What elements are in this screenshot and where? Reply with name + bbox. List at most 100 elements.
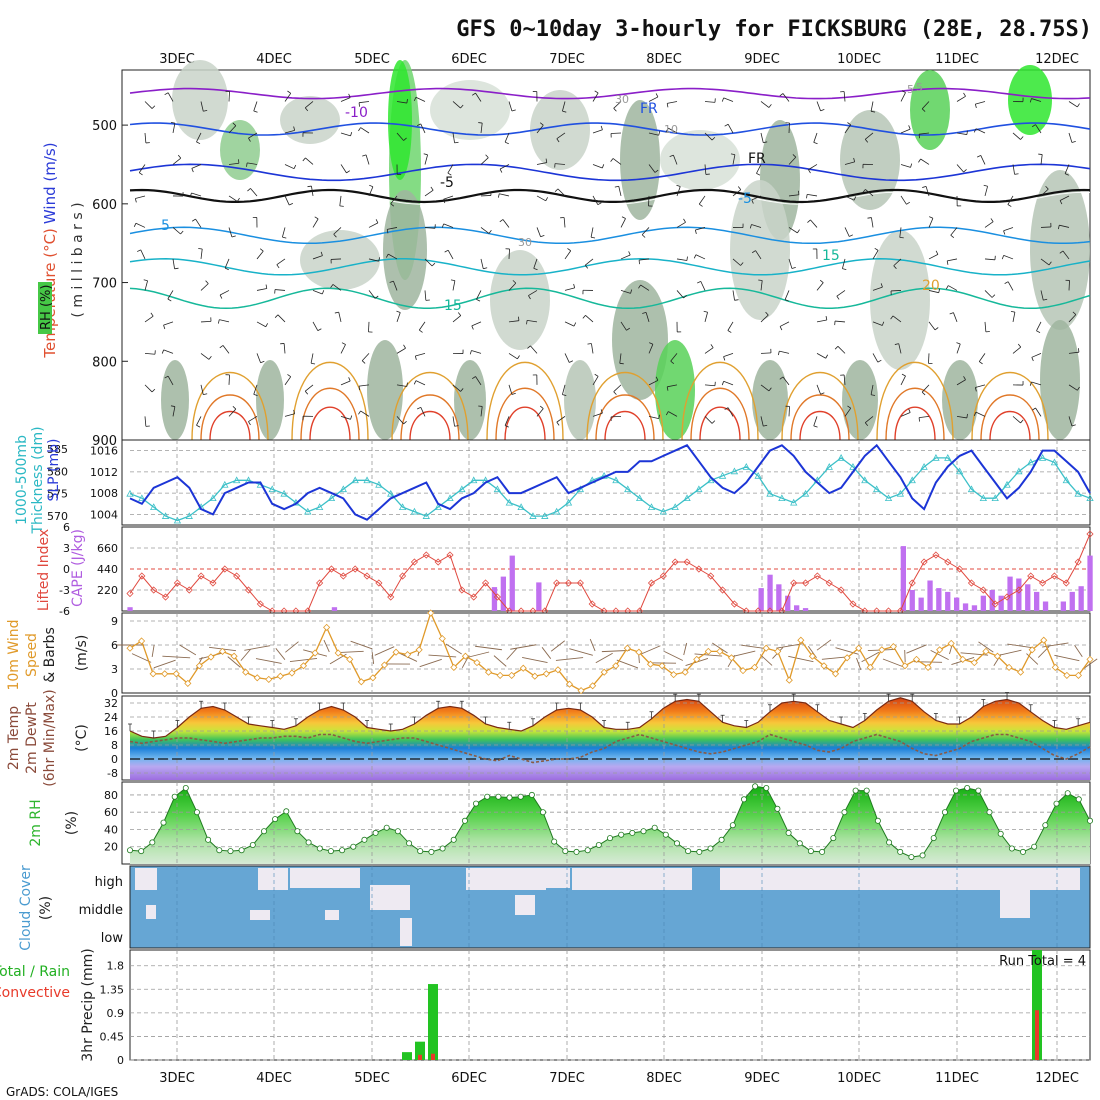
wind-barb-flag [497, 193, 500, 198]
date-label-top: 4DEC [256, 52, 292, 67]
wind-speed-point [357, 678, 365, 686]
warm-contour [604, 411, 646, 441]
cloud-gap [325, 910, 339, 920]
wind-barb-flag [938, 288, 941, 293]
wind-barb [312, 255, 323, 260]
thickness-point [375, 480, 383, 488]
wind-barb [502, 219, 510, 228]
wind-barb [723, 97, 734, 102]
wind-barb-flag [369, 184, 374, 188]
thickness-tick-label: 570 [47, 510, 68, 523]
wind-barb [956, 343, 961, 354]
wind-barb-flag [807, 219, 811, 223]
wind-barb [200, 384, 204, 395]
wind-barb-flag [819, 279, 824, 283]
wind-barb-flag [862, 189, 866, 193]
thickness-point [1062, 476, 1070, 484]
wind-barb [368, 258, 379, 262]
li-tick-label: -6 [59, 605, 70, 618]
wind-barb-flag [587, 343, 592, 345]
wind-barb [1003, 227, 1014, 232]
wind-barb-flag [1077, 386, 1080, 391]
temp-units: (°C) [74, 724, 90, 752]
wind-barb [1012, 346, 1022, 354]
wind-barb-flag [191, 218, 196, 222]
cloud-y-title: Cloud Cover [18, 865, 34, 951]
wind-barb [445, 643, 462, 655]
wind-barb [556, 416, 566, 423]
wind-barb [172, 157, 182, 165]
wind-barb-flag [849, 234, 854, 237]
wind-barb-flag [734, 299, 739, 301]
wind-speed-point [450, 663, 458, 671]
wind-barb-flag [314, 216, 319, 220]
wind-barb-flag [528, 295, 531, 300]
wind-barb [788, 156, 797, 165]
precip-y-title: 3hr Precip (mm) [80, 948, 96, 1061]
panel-rh2m: 20 40 60 80 2m RH (%) [28, 781, 1094, 865]
wind-barb [424, 290, 427, 301]
wind-barb-flag [1029, 98, 1032, 103]
wind-barb-flag [390, 203, 395, 207]
cape-bar [491, 587, 498, 611]
wind-barb [956, 415, 967, 419]
thickness-point [410, 507, 419, 515]
wind-barb-flag [881, 321, 885, 326]
thickness-point [351, 476, 359, 484]
wind-speed-point [334, 649, 342, 657]
wind-barb [704, 132, 713, 141]
wind-barb-flag [1017, 343, 1022, 348]
wind-barb-flag [450, 279, 455, 282]
wind-barb [704, 101, 715, 103]
rh-shading-blob [1008, 65, 1052, 135]
wind-barb [612, 158, 622, 165]
thickness-point [932, 454, 940, 461]
cape-bar [998, 595, 1004, 611]
cloud-gap [790, 868, 820, 883]
wind-barb [200, 283, 209, 291]
cloud-units: (%) [38, 896, 54, 920]
wind-barb-flag [164, 375, 169, 379]
wind-tick-label: 9 [111, 615, 118, 628]
wind-barb-flag [539, 405, 544, 409]
wind-barb-flag [749, 224, 752, 229]
wind-barb [700, 281, 706, 291]
wind-barb [704, 347, 714, 354]
cloud-gap [370, 885, 410, 910]
wind-barb [504, 132, 510, 143]
wind-barb [872, 353, 879, 363]
wind-barb-flag [853, 157, 856, 162]
wind-barb-flag [307, 185, 312, 188]
wind-speed-point [242, 668, 250, 676]
rh-point [238, 847, 245, 854]
contour-label: -5 [912, 81, 923, 94]
wind-barb [816, 639, 832, 651]
wind-speed-point [404, 651, 412, 659]
wind-speed-point [299, 662, 308, 670]
wind-barb [975, 384, 986, 388]
warm-contour [409, 411, 451, 441]
wind-barb [499, 193, 510, 197]
wind-barb-flag [877, 359, 882, 363]
wind-speed-point [982, 647, 990, 655]
wind-barb [704, 416, 713, 424]
contour-label: FR [640, 101, 658, 117]
precip-total-bar [428, 984, 438, 1060]
wind-barb [282, 227, 286, 238]
wind-speed-point [230, 652, 238, 660]
cloud-gap [515, 895, 535, 915]
cloud-row-high: high [95, 875, 123, 890]
rh-point [517, 793, 524, 800]
wind-barb-flag [488, 230, 492, 234]
wind-barb [162, 655, 191, 659]
wind-barb-flag [950, 234, 955, 239]
date-label-bottom: 4DEC [256, 1071, 292, 1086]
wind-barb [284, 130, 295, 134]
wind-speed-point [346, 655, 354, 663]
rh-point [394, 828, 401, 835]
wind-barb-flag [727, 330, 732, 333]
rh-point [461, 817, 468, 824]
li-tick-label: 0 [63, 563, 70, 576]
wind-barb-flag [990, 218, 994, 222]
